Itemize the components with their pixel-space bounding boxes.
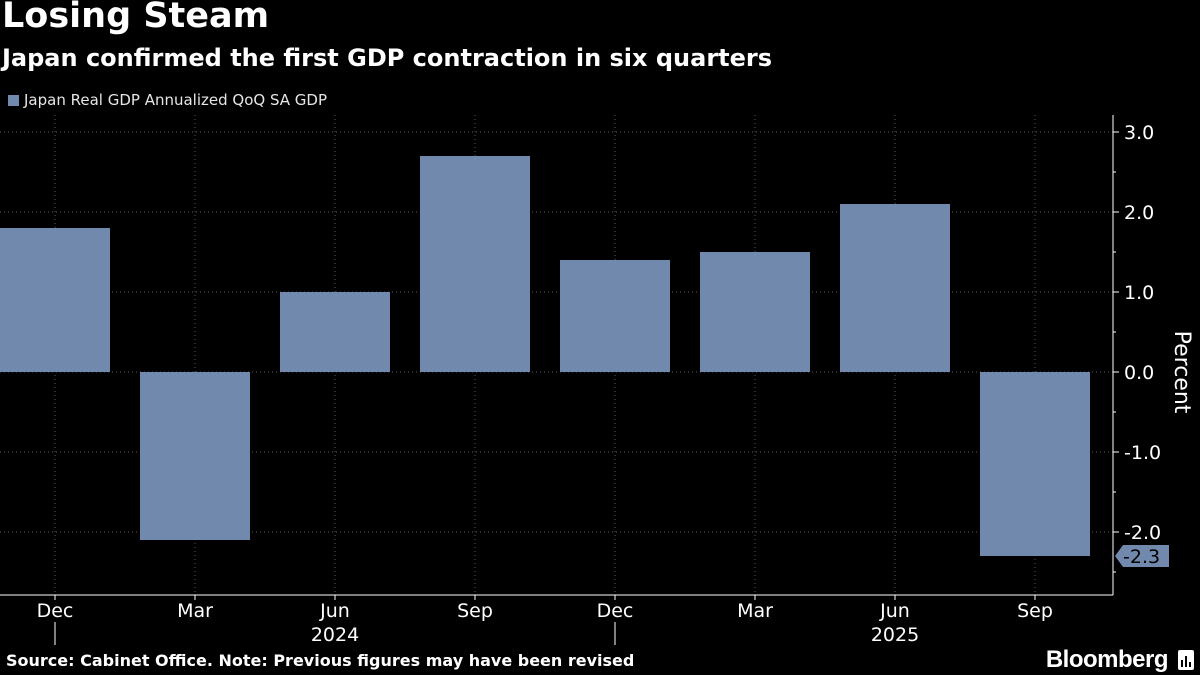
bar [140, 372, 250, 540]
bar [420, 156, 530, 372]
x-tick-label: Mar [737, 600, 773, 622]
x-tick-label: Mar [177, 600, 213, 622]
x-tick-label: Jun [319, 600, 350, 622]
x-tick-label: Sep [457, 600, 493, 622]
y-tick-label: 1.0 [1124, 282, 1154, 304]
x-tick-label: Jun [879, 600, 910, 622]
source-note: Source: Cabinet Office. Note: Previous f… [6, 651, 635, 670]
x-tick-label: Dec [37, 600, 74, 622]
y-tick-label: 3.0 [1124, 122, 1154, 144]
last-value-label: -2.3 [1123, 546, 1160, 568]
bar [700, 252, 810, 372]
y-axis-label: Percent [1169, 331, 1194, 414]
legend-label: Japan Real GDP Annualized QoQ SA GDP [24, 91, 328, 109]
bloomberg-logo: Bloomberg [1045, 646, 1169, 673]
y-tick-label: 2.0 [1124, 202, 1154, 224]
y-tick-label: 0.0 [1124, 362, 1154, 384]
last-value-badge [1115, 545, 1169, 567]
legend: Japan Real GDP Annualized QoQ SA GDP [8, 91, 327, 109]
x-tick-label: Dec [597, 600, 634, 622]
chart-subtitle: Japan confirmed the first GDP contractio… [2, 44, 773, 72]
bar [980, 372, 1090, 556]
year-label: 2024 [311, 624, 359, 646]
legend-swatch [8, 94, 19, 106]
bar [0, 228, 110, 372]
x-tick-label: Sep [1017, 600, 1053, 622]
chart-title: Losing Steam [2, 0, 270, 36]
bar [840, 204, 950, 372]
bar [560, 260, 670, 372]
bloomberg-mark-icon [1178, 650, 1194, 670]
y-tick-label: -1.0 [1124, 442, 1161, 464]
y-tick-label: -2.0 [1124, 522, 1161, 544]
bar [280, 292, 390, 372]
year-label: 2025 [871, 624, 919, 646]
